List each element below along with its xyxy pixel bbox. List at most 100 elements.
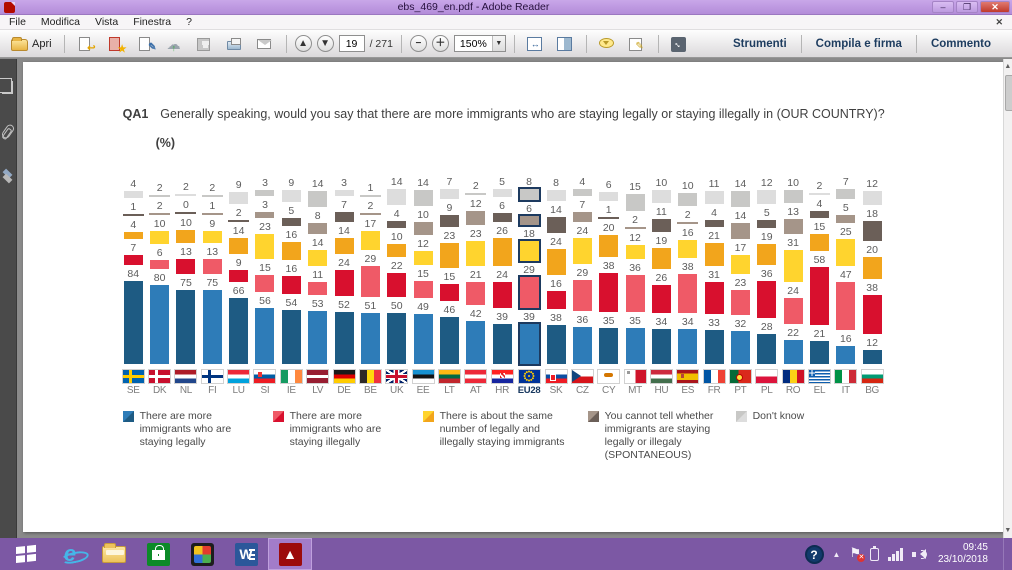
next-page-button[interactable]: ▼ xyxy=(316,35,334,52)
maximize-button[interactable]: ❐ xyxy=(956,1,978,13)
taskbar-adobe-reader-active[interactable]: ▲ xyxy=(268,538,312,570)
segment-stack: 7 9 23 15 46 xyxy=(439,154,460,367)
segment-value-dont-know: 12 xyxy=(866,177,878,190)
segment-value-legally: 21 xyxy=(813,327,826,340)
segment-stack: 14 10 12 15 49 xyxy=(412,154,433,367)
segment-value-cannot-tell: 6 xyxy=(499,199,505,212)
menu-modifica[interactable]: Modifica xyxy=(40,16,81,28)
comment-panel-button[interactable]: Commento xyxy=(930,37,991,50)
segment-cannot-tell xyxy=(624,226,646,229)
segment-cannot-tell xyxy=(757,219,777,228)
fit-width-button[interactable] xyxy=(523,34,548,54)
country-label-cy: CY xyxy=(602,384,616,396)
zoom-level-select[interactable]: 150% ▼ xyxy=(453,35,506,52)
segment-illegally xyxy=(439,283,459,301)
menu-finestra[interactable]: Finestra xyxy=(133,16,172,28)
segment-same-number xyxy=(704,242,724,266)
windows-logo-icon xyxy=(16,545,36,563)
zoom-level-value: 150% xyxy=(459,37,487,50)
chart-column-si: 3 3 23 15 56 SI xyxy=(254,154,276,396)
segment-value-dont-know: 6 xyxy=(605,178,612,191)
taskbar-windows-store[interactable] xyxy=(136,538,180,570)
vertical-scrollbar[interactable]: ▲ ▼ xyxy=(1002,59,1012,538)
segment-legally xyxy=(862,349,882,364)
segment-stack: 2 2 10 6 80 xyxy=(149,154,171,367)
start-button[interactable] xyxy=(4,538,48,570)
segment-legally xyxy=(202,289,222,364)
segment-legally xyxy=(546,324,566,364)
chart-column-lv: 14 8 14 11 53 LV xyxy=(307,154,329,396)
segment-legally xyxy=(730,330,750,364)
country-label-uk: UK xyxy=(390,384,404,396)
attachments-icon[interactable] xyxy=(0,123,16,140)
segment-dont-know xyxy=(123,190,143,198)
page-thumbnails-icon[interactable] xyxy=(0,78,14,94)
segment-illegally xyxy=(255,274,275,292)
email-button[interactable] xyxy=(253,34,278,54)
segment-same-number xyxy=(439,242,459,268)
segment-same-number xyxy=(678,239,698,258)
windows-store-icon xyxy=(146,542,170,566)
zoom-in-button[interactable]: ＋ xyxy=(431,35,449,52)
scroll-up-icon[interactable]: ▲ xyxy=(1003,59,1012,74)
network-signal-icon[interactable] xyxy=(888,547,903,561)
page-number-input[interactable] xyxy=(338,35,365,52)
segment-value-dont-know: 3 xyxy=(262,176,268,189)
send-cloud-button[interactable]: ☁ ↑ xyxy=(163,34,188,54)
segment-value-same-number: 20 xyxy=(602,221,615,234)
sign-document-button[interactable] xyxy=(625,34,650,54)
taskbar-photos-app[interactable] xyxy=(180,538,224,570)
segment-value-dont-know: 10 xyxy=(787,176,799,189)
export-pdf-button[interactable]: ★ xyxy=(103,34,128,54)
segment-legally xyxy=(413,313,433,364)
fill-sign-panel-button[interactable]: Compila e firma xyxy=(815,37,902,50)
legend-swatch-cannot-tell xyxy=(587,410,599,422)
menu-file[interactable]: File xyxy=(9,16,26,28)
help-icon[interactable]: ? xyxy=(804,544,824,564)
speaker-icon[interactable] xyxy=(911,548,927,561)
segment-same-number xyxy=(836,238,856,266)
segment-dont-know xyxy=(651,189,671,203)
taskbar-clock[interactable]: 09:45 23/10/2018 xyxy=(938,542,988,566)
scroll-down-icon[interactable]: ▼ xyxy=(1003,523,1012,538)
segment-dont-know xyxy=(465,192,487,195)
taskbar-file-explorer[interactable] xyxy=(92,538,136,570)
taskbar-internet-explorer[interactable]: e xyxy=(48,538,92,570)
menu-help[interactable]: ? xyxy=(186,16,192,28)
fullscreen-button[interactable] xyxy=(667,34,692,54)
segment-dont-know xyxy=(175,193,197,196)
segment-value-dont-know: 4 xyxy=(579,175,586,188)
taskbar-word[interactable]: W xyxy=(224,538,268,570)
de-flag-icon xyxy=(333,369,355,383)
country-label-sk: SK xyxy=(549,384,563,396)
print-button[interactable] xyxy=(223,34,248,54)
segment-value-same-number: 25 xyxy=(839,225,852,238)
layers-icon[interactable] xyxy=(2,169,14,181)
segment-cannot-tell xyxy=(704,219,724,227)
minimize-button[interactable]: – xyxy=(932,1,954,13)
segment-cannot-tell xyxy=(359,212,381,215)
toolbar-close-icon[interactable]: ✕ xyxy=(995,16,1003,27)
zoom-out-button[interactable]: − xyxy=(409,35,427,52)
action-center-flag-icon[interactable] xyxy=(849,545,866,562)
zoom-dropdown-arrow-icon[interactable]: ▼ xyxy=(491,36,505,51)
segment-same-number xyxy=(625,244,645,259)
menu-vista[interactable]: Vista xyxy=(95,16,119,28)
chart-column-hu: 10 11 19 26 34 HU xyxy=(650,154,672,396)
power-icon[interactable] xyxy=(870,545,880,561)
fi-flag-icon xyxy=(201,369,223,383)
show-desktop-button[interactable] xyxy=(1003,538,1008,570)
tools-panel-button[interactable]: Strumenti xyxy=(732,37,787,50)
fill-sign-button[interactable]: ✎ xyxy=(133,34,158,54)
share-file-button[interactable]: ↩ xyxy=(73,34,98,54)
fit-page-button[interactable] xyxy=(553,34,578,54)
open-button[interactable]: Apri xyxy=(7,34,56,54)
hidden-icons-arrow[interactable]: ▲ xyxy=(832,549,841,559)
ee-flag-icon xyxy=(412,369,434,383)
scrollbar-thumb[interactable] xyxy=(1004,75,1012,111)
previous-page-button[interactable]: ▲ xyxy=(294,35,312,52)
comment-bubble-button[interactable] xyxy=(595,34,620,54)
close-button[interactable]: ✕ xyxy=(980,1,1010,13)
chart-column-cy: 6 1 20 38 35 CY xyxy=(598,154,620,396)
save-button[interactable] xyxy=(193,34,218,54)
